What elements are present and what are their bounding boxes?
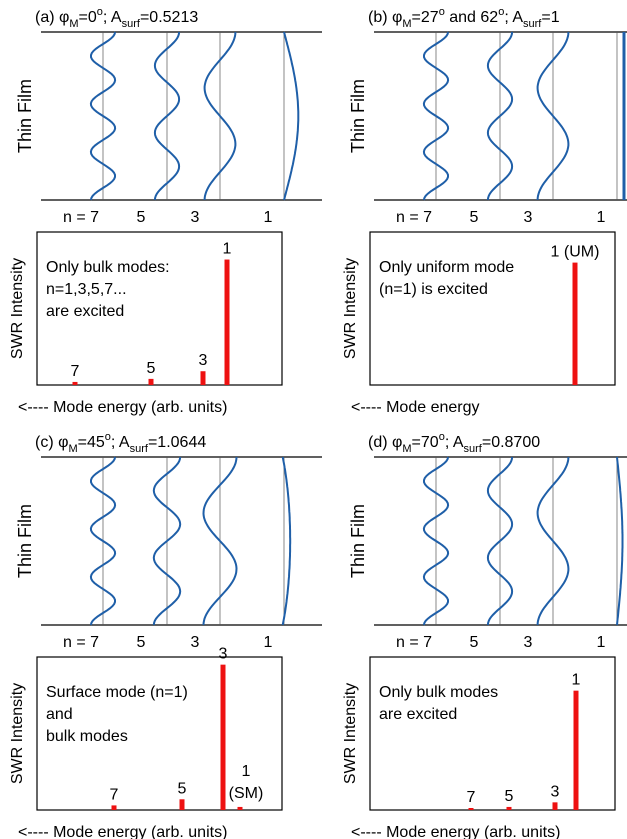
panel-d: (d) φM=70o; Asurf=0.8700 Thin Film n = 7 5 3… (342, 431, 627, 839)
mode-profile-n3 (203, 31, 237, 201)
mode-profile-n7 (422, 456, 450, 626)
mode-number-label: 5 (137, 209, 146, 226)
intensity-bar-n7 (72, 381, 78, 385)
panel-c: (c) φM=45o; Asurf=1.0644 Thin Film n = 7 5 3… (9, 431, 322, 839)
bar-label: 1 (572, 672, 581, 689)
mode-number-label: 1 (264, 634, 273, 651)
mode-number-label: 1 (597, 634, 606, 651)
mode-profile-n1 (616, 456, 624, 626)
spectrum-frame (369, 656, 616, 811)
panel-title: (a) φM=0o; Asurf=0.5213 (35, 6, 198, 30)
intensity-bar-n1 (572, 262, 578, 385)
spectrum-frame (36, 656, 283, 811)
mode-profile-n5 (486, 456, 514, 626)
intensity-bar-n1 (224, 259, 230, 385)
annotation-text: are excited (46, 303, 124, 320)
mode-number-label: 3 (191, 634, 200, 651)
mode-number-label: 3 (524, 634, 533, 651)
annotation-text: Only bulk modes: (46, 259, 170, 276)
annotation-text: (n=1) is excited (379, 281, 488, 298)
annotation-text: n=1,3,5,7... (46, 281, 127, 298)
bar-label: 3 (551, 783, 560, 800)
bar-label: 3 (219, 646, 228, 663)
intensity-bar-n7 (111, 805, 117, 810)
bar-label: 7 (467, 789, 476, 806)
annotation-text: bulk modes (46, 728, 128, 745)
bar-label: 5 (505, 788, 514, 805)
spectrum-y-label: SWR Intensity (9, 258, 26, 359)
intensity-bar-n5 (506, 806, 512, 810)
intensity-bar-n7 (468, 808, 474, 810)
spectrum-y-label: SWR Intensity (342, 258, 359, 359)
mode-profile-n1 (281, 456, 292, 626)
bar-label: 5 (147, 360, 156, 377)
bar-label: 7 (110, 786, 119, 803)
annotation-text: Only bulk modes (379, 684, 498, 701)
spectrum-frame (36, 231, 283, 386)
mode-number-label: n = 7 (63, 209, 99, 226)
film-label: Thin Film (348, 79, 368, 153)
spectrum-frame (369, 231, 616, 386)
intensity-bar-n3 (220, 664, 226, 810)
film-label: Thin Film (15, 504, 35, 578)
film-label: Thin Film (348, 504, 368, 578)
intensity-bar-n1 (237, 806, 243, 810)
spectrum-y-label: SWR Intensity (342, 683, 359, 784)
annotation-text: Surface mode (n=1) (46, 684, 188, 701)
mode-profile-n5 (153, 31, 181, 201)
mode-profile-n5 (152, 456, 182, 626)
mode-profile-n3 (536, 31, 570, 201)
mode-profile-n7 (89, 456, 117, 626)
bar-label-secondary: (SM) (229, 785, 264, 802)
spectrum-x-label: <---- Mode energy (arb. units) (18, 399, 227, 416)
intensity-bar-n5 (148, 378, 154, 385)
mode-number-label: 5 (137, 634, 146, 651)
bar-label: 1 (223, 241, 232, 258)
spectrum-y-label: SWR Intensity (9, 683, 26, 784)
mode-number-label: n = 7 (396, 634, 432, 651)
spectrum-x-label: <---- Mode energy (351, 399, 480, 416)
bar-label: 7 (71, 363, 80, 380)
panel-b: (b) φM=27o and 62o; Asurf=1 Thin Film n = … (342, 6, 627, 416)
intensity-bar-n3 (552, 802, 558, 810)
mode-profile-n7 (422, 31, 450, 201)
bar-label: 1 (UM) (551, 244, 600, 261)
mode-number-label: 1 (264, 209, 273, 226)
mode-number-label: n = 7 (396, 209, 432, 226)
bar-label: 1 (242, 763, 251, 780)
intensity-bar-n5 (179, 799, 185, 810)
intensity-bar-n3 (200, 371, 206, 385)
mode-number-label: 5 (470, 209, 479, 226)
panel-title: (d) φM=70o; Asurf=0.8700 (368, 431, 540, 455)
spectrum-x-label: <---- Mode energy (arb. units) (351, 824, 560, 839)
annotation-text: Only uniform mode (379, 259, 514, 276)
annotation-text: and (46, 706, 73, 723)
mode-profile-n7 (89, 31, 117, 201)
mode-profile-n1 (283, 31, 300, 201)
mode-number-label: 3 (191, 209, 200, 226)
film-label: Thin Film (15, 79, 35, 153)
panel-a: (a) φM=0o; Asurf=0.5213 Thin Film n = 7 5 3 1… (9, 6, 322, 416)
mode-number-label: 1 (597, 209, 606, 226)
mode-profile-n3 (536, 456, 570, 626)
mode-profile-n5 (486, 31, 514, 201)
bar-label: 5 (178, 780, 187, 797)
mode-number-label: 5 (470, 634, 479, 651)
mode-number-label: 3 (524, 209, 533, 226)
panel-title: (c) φM=45o; Asurf=1.0644 (35, 431, 206, 455)
panel-title: (b) φM=27o and 62o; Asurf=1 (368, 6, 560, 30)
spectrum-x-label: <---- Mode energy (arb. units) (18, 824, 227, 839)
annotation-text: are excited (379, 706, 457, 723)
mode-number-label: n = 7 (63, 634, 99, 651)
intensity-bar-n1 (573, 690, 579, 810)
bar-label: 3 (199, 352, 208, 369)
mode-profile-n3 (202, 456, 238, 626)
